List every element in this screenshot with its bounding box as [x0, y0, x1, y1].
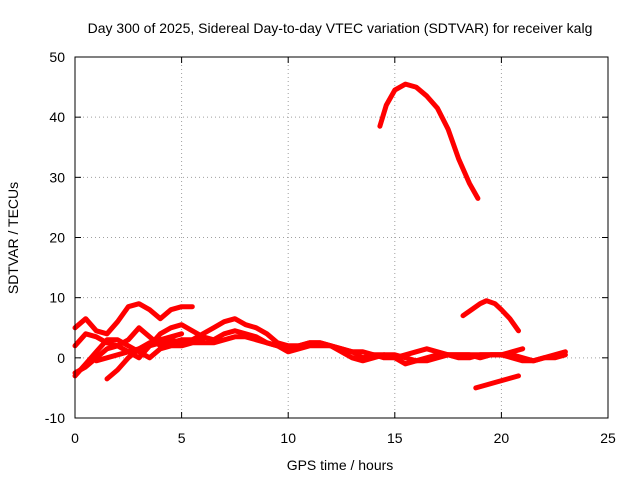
- series-track-i: [473, 373, 521, 391]
- x-tick-label: 15: [387, 430, 403, 446]
- tick-labels: 0 5 10 15 20 25 -10 0 10 20 30 40 50: [45, 49, 616, 446]
- x-axis-title: GPS time / hours: [287, 457, 394, 473]
- x-tick-label: 25: [600, 430, 616, 446]
- x-tick-label: 5: [178, 430, 186, 446]
- x-tick-label: 20: [494, 430, 510, 446]
- y-tick-label: 30: [49, 169, 65, 185]
- series-track-d: [72, 334, 568, 379]
- series-track-f: [104, 331, 185, 382]
- y-axis-title: SDTVAR / TECUs: [5, 182, 21, 294]
- x-tick-label: 0: [71, 430, 79, 446]
- series-track-e: [93, 337, 206, 364]
- y-tick-label: 50: [49, 49, 65, 65]
- y-tick-label: 40: [49, 109, 65, 125]
- series-track-a: [72, 301, 195, 337]
- y-tick-label: 0: [57, 350, 65, 366]
- y-tick-label: 10: [49, 290, 65, 306]
- series-track-h: [460, 298, 521, 334]
- y-tick-label: 20: [49, 230, 65, 246]
- chart-title: Day 300 of 2025, Sidereal Day-to-day VTE…: [88, 20, 593, 36]
- ticks: [74, 56, 609, 419]
- series-layer: [72, 81, 568, 391]
- y-tick-label: -10: [45, 410, 65, 426]
- series-track-g: [377, 81, 481, 201]
- x-tick-label: 10: [280, 430, 296, 446]
